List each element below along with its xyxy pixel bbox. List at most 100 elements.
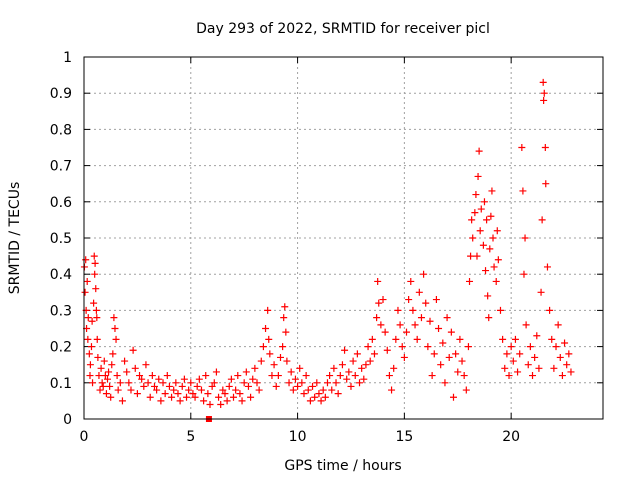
data-point — [473, 252, 481, 260]
data-point — [87, 343, 95, 351]
data-point — [298, 379, 306, 387]
data-point — [265, 335, 273, 343]
data-point — [518, 144, 526, 151]
y-tick-label: 0.6 — [50, 195, 72, 211]
data-point — [105, 368, 113, 376]
data-point — [358, 364, 366, 372]
data-point — [112, 335, 120, 343]
data-point — [469, 234, 477, 242]
data-point — [114, 386, 122, 394]
data-point — [319, 386, 327, 394]
data-point — [274, 372, 282, 380]
data-point — [558, 372, 566, 380]
data-point — [398, 343, 406, 351]
data-point — [172, 379, 180, 387]
data-point — [379, 296, 387, 304]
data-point — [417, 314, 425, 322]
data-point — [309, 382, 317, 390]
data-point — [170, 386, 178, 394]
data-point — [86, 372, 94, 380]
x-tick-label: 10 — [289, 429, 307, 445]
y-tick-label: 0 — [63, 412, 72, 428]
data-point — [84, 335, 92, 343]
data-point — [524, 361, 532, 369]
data-point — [255, 386, 263, 394]
data-point — [511, 335, 519, 343]
data-point — [107, 393, 115, 401]
data-point — [441, 379, 449, 387]
data-point — [302, 372, 310, 380]
data-point — [215, 393, 223, 401]
data-point — [383, 346, 391, 354]
data-point — [103, 375, 111, 383]
grid — [84, 57, 603, 419]
data-point — [385, 372, 393, 380]
data-point — [422, 299, 430, 307]
data-point — [311, 393, 319, 401]
data-point — [480, 198, 488, 206]
data-point — [392, 335, 400, 343]
data-point — [146, 393, 154, 401]
data-point — [118, 397, 126, 405]
data-point — [330, 364, 338, 372]
data-point — [526, 343, 534, 351]
data-point — [328, 386, 336, 394]
data-point — [368, 335, 376, 343]
data-points — [80, 78, 575, 422]
data-point — [185, 386, 193, 394]
data-point — [123, 368, 131, 376]
data-point — [468, 216, 476, 224]
data-point — [488, 187, 496, 195]
data-point — [90, 252, 98, 260]
data-point — [150, 382, 158, 390]
data-point — [127, 386, 135, 394]
data-point — [131, 364, 139, 372]
data-point — [212, 368, 220, 376]
data-point — [531, 353, 539, 361]
data-point — [541, 144, 549, 151]
data-point — [454, 368, 462, 376]
data-point — [304, 386, 312, 394]
data-point — [90, 299, 98, 307]
data-point — [409, 306, 417, 314]
data-point — [458, 357, 466, 365]
data-point — [490, 263, 498, 271]
data-point — [474, 172, 482, 180]
data-point — [230, 393, 238, 401]
y-tick-label: 0.5 — [50, 231, 72, 247]
data-point — [197, 386, 205, 394]
data-point — [554, 321, 562, 329]
data-point — [550, 364, 558, 372]
data-point — [88, 317, 96, 325]
data-point — [443, 314, 451, 322]
data-point — [238, 397, 246, 405]
data-point — [519, 187, 527, 195]
data-point — [489, 234, 497, 242]
data-point — [93, 314, 101, 322]
data-point — [95, 372, 103, 380]
data-point — [396, 321, 404, 329]
data-point — [195, 375, 203, 383]
data-point — [405, 296, 413, 304]
data-point — [116, 379, 124, 387]
data-point — [356, 379, 364, 387]
data-point — [323, 379, 331, 387]
data-point — [225, 382, 233, 390]
data-point — [413, 335, 421, 343]
data-point — [84, 314, 92, 322]
data-point — [377, 321, 385, 329]
data-point — [537, 288, 545, 296]
data-point — [426, 317, 434, 325]
data-point — [282, 328, 290, 336]
data-point — [370, 350, 378, 358]
data-point — [467, 252, 475, 260]
data-point — [466, 277, 474, 285]
data-point — [492, 277, 500, 285]
data-point — [92, 306, 100, 314]
data-point — [486, 245, 494, 253]
data-point — [287, 368, 295, 376]
data-point — [381, 328, 389, 336]
data-point — [85, 350, 93, 358]
data-point — [206, 401, 214, 409]
data-point — [507, 343, 515, 351]
